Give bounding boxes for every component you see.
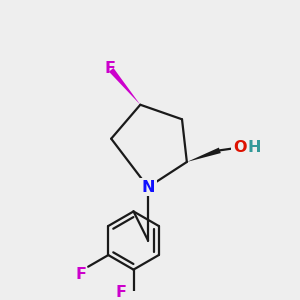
Text: F: F <box>76 267 87 282</box>
Bar <box>232 139 249 156</box>
Text: N: N <box>141 180 155 195</box>
Text: H: H <box>248 140 262 155</box>
Text: O: O <box>233 140 247 155</box>
Bar <box>139 178 157 196</box>
Polygon shape <box>109 68 140 105</box>
Text: F: F <box>105 61 116 76</box>
Polygon shape <box>187 148 221 162</box>
Text: F: F <box>116 285 126 300</box>
